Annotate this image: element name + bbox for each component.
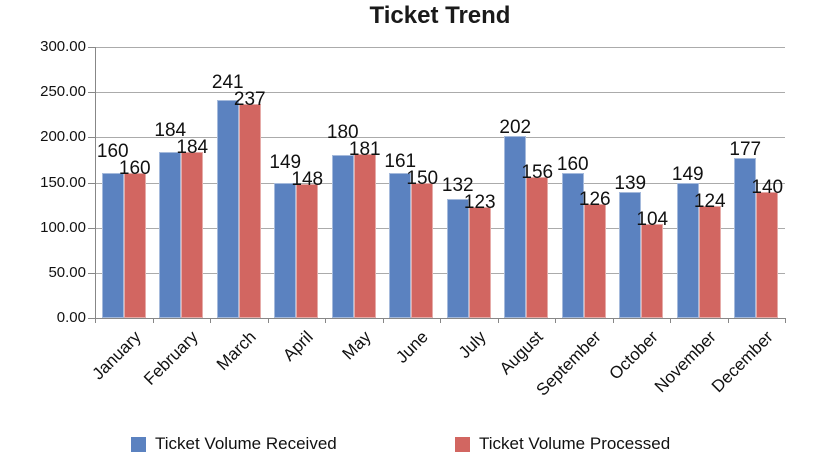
y-axis-label: 50.00: [48, 263, 86, 281]
y-axis-tick: [88, 182, 95, 184]
value-label-received-may: 180: [326, 122, 359, 144]
bar-received-october: [619, 192, 642, 318]
value-label-processed-july: 123: [463, 191, 496, 213]
y-axis-line: [95, 47, 96, 322]
gridline: [95, 227, 785, 229]
value-label-received-june: 161: [384, 150, 417, 172]
y-axis-tick: [88, 272, 95, 274]
y-axis-tick: [88, 92, 95, 94]
value-label-received-november: 149: [671, 164, 704, 186]
gridline: [95, 182, 785, 184]
y-axis-label: 100.00: [40, 218, 86, 236]
bar-processed-october: [641, 224, 664, 318]
bar-processed-july: [468, 206, 491, 318]
x-axis-tick: [210, 318, 211, 323]
bar-processed-april: [296, 184, 319, 318]
gridline: [95, 92, 785, 94]
bar-received-february: [159, 151, 182, 318]
y-axis-label: 150.00: [40, 173, 86, 191]
x-axis-tick: [325, 318, 326, 323]
bar-processed-january: [123, 173, 146, 318]
y-axis-label: 0.00: [56, 309, 86, 326]
value-label-processed-may: 181: [348, 139, 381, 161]
bar-processed-may: [353, 154, 376, 318]
y-axis-label: 250.00: [40, 83, 86, 101]
value-label-received-august: 202: [499, 116, 532, 138]
chart-title: Ticket Trend: [369, 2, 511, 29]
bar-processed-june: [411, 182, 434, 318]
value-label-received-january: 160: [96, 141, 129, 163]
legend-item-processed: Ticket Volume Processed: [455, 434, 670, 454]
bar-processed-december: [756, 191, 779, 318]
y-axis-label: 300.00: [40, 38, 86, 55]
x-axis-tick: [382, 318, 384, 323]
bar-received-january: [101, 173, 124, 318]
value-label-processed-january: 160: [118, 158, 151, 180]
bar-received-november: [676, 183, 699, 318]
value-label-processed-december: 140: [751, 176, 784, 198]
bar-received-september: [561, 173, 584, 318]
value-label-received-october: 139: [614, 173, 647, 195]
y-axis-tick: [88, 137, 95, 139]
bar-received-august: [504, 135, 527, 318]
value-label-received-july: 132: [441, 174, 474, 196]
bar-processed-august: [526, 177, 549, 318]
gridline: [95, 137, 785, 139]
x-axis-tick: [152, 318, 154, 323]
value-label-processed-june: 150: [406, 167, 439, 189]
x-axis-tick: [95, 318, 96, 323]
value-label-received-september: 160: [556, 154, 589, 176]
value-label-processed-october: 104: [636, 209, 669, 231]
legend-item-received: Ticket Volume Received: [131, 434, 337, 454]
bar-received-july: [446, 198, 469, 318]
bar-processed-february: [181, 151, 204, 318]
x-axis-tick: [670, 318, 671, 323]
bar-processed-march: [238, 103, 261, 318]
bar-received-may: [331, 155, 354, 318]
bar-received-april: [274, 183, 297, 318]
bar-processed-september: [583, 204, 606, 318]
y-axis-label: 200.00: [40, 128, 86, 146]
value-label-processed-august: 156: [521, 162, 554, 184]
x-axis-tick: [497, 318, 499, 323]
legend-swatch-processed: [455, 436, 470, 452]
value-label-processed-march: 237: [233, 88, 266, 110]
x-axis-tick: [267, 318, 269, 323]
bar-processed-november: [698, 205, 721, 318]
x-axis-tick: [440, 318, 441, 323]
y-axis-tick: [88, 318, 95, 319]
bar-received-march: [216, 100, 239, 318]
legend-label-processed: Ticket Volume Processed: [479, 434, 671, 453]
value-label-processed-april: 148: [291, 169, 324, 191]
gridline: [95, 47, 785, 48]
value-label-processed-september: 126: [578, 189, 611, 211]
x-axis-tick: [555, 318, 556, 323]
bar-received-june: [389, 172, 412, 318]
bar-received-december: [734, 158, 757, 318]
x-axis-tick: [727, 318, 729, 323]
gridline: [95, 272, 785, 274]
value-label-received-april: 149: [269, 152, 302, 174]
x-axis-label-january: January: [88, 327, 145, 384]
legend-swatch-received: [131, 436, 146, 452]
x-axis-tick: [612, 318, 614, 323]
value-label-processed-february: 184: [176, 136, 209, 158]
x-axis-tick: [785, 318, 786, 323]
value-label-received-march: 241: [211, 71, 244, 93]
value-label-received-february: 184: [154, 119, 187, 141]
legend-label-received: Ticket Volume Received: [155, 434, 337, 453]
y-axis-tick: [88, 227, 95, 229]
value-label-processed-november: 124: [693, 190, 726, 212]
y-axis-tick: [88, 47, 95, 48]
value-label-received-december: 177: [729, 139, 762, 161]
